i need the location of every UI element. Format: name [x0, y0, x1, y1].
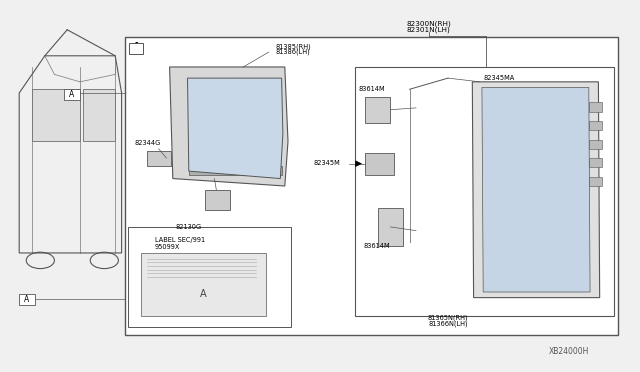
Bar [141, 253, 266, 316]
Bar [355, 67, 614, 316]
Text: 82345M: 82345M [314, 160, 340, 166]
Text: 82345MA: 82345MA [483, 75, 515, 81]
Text: A: A [24, 295, 29, 304]
Text: XB24000H: XB24000H [548, 347, 589, 356]
Bar [589, 102, 602, 112]
Polygon shape [472, 82, 600, 298]
Text: A: A [132, 42, 140, 51]
Bar [125, 37, 618, 335]
Polygon shape [188, 78, 283, 179]
Text: 82301N(LH): 82301N(LH) [407, 26, 451, 33]
Bar [189, 166, 282, 175]
Text: 81386(LH): 81386(LH) [275, 49, 310, 55]
Bar [205, 190, 230, 210]
Text: 83614M: 83614M [358, 86, 385, 92]
Bar [486, 89, 586, 290]
Text: 81366N(LH): 81366N(LH) [428, 320, 468, 327]
Polygon shape [170, 67, 288, 186]
Text: 95099X: 95099X [155, 244, 180, 250]
Bar [365, 97, 390, 123]
Bar [365, 153, 394, 175]
Text: 82130G: 82130G [176, 224, 202, 230]
Text: LABEL SEC/991: LABEL SEC/991 [155, 237, 205, 243]
Bar [64, 89, 80, 100]
Bar [19, 294, 35, 305]
Bar [147, 151, 171, 166]
Bar [589, 177, 602, 186]
Bar [589, 121, 602, 130]
Text: 82300N(RH): 82300N(RH) [406, 21, 451, 28]
Polygon shape [482, 87, 590, 292]
Text: 81365N(RH): 81365N(RH) [428, 315, 468, 321]
Text: 83614M: 83614M [364, 243, 390, 248]
Bar [589, 140, 602, 149]
Text: 82344G: 82344G [134, 140, 161, 146]
Text: A: A [200, 289, 207, 299]
Text: A: A [69, 90, 74, 99]
Bar [32, 89, 80, 141]
Bar [83, 89, 115, 141]
Bar [378, 208, 403, 246]
Bar [129, 43, 143, 54]
Bar [128, 227, 291, 327]
Text: 81385(RH): 81385(RH) [275, 43, 311, 50]
Bar [589, 158, 602, 167]
